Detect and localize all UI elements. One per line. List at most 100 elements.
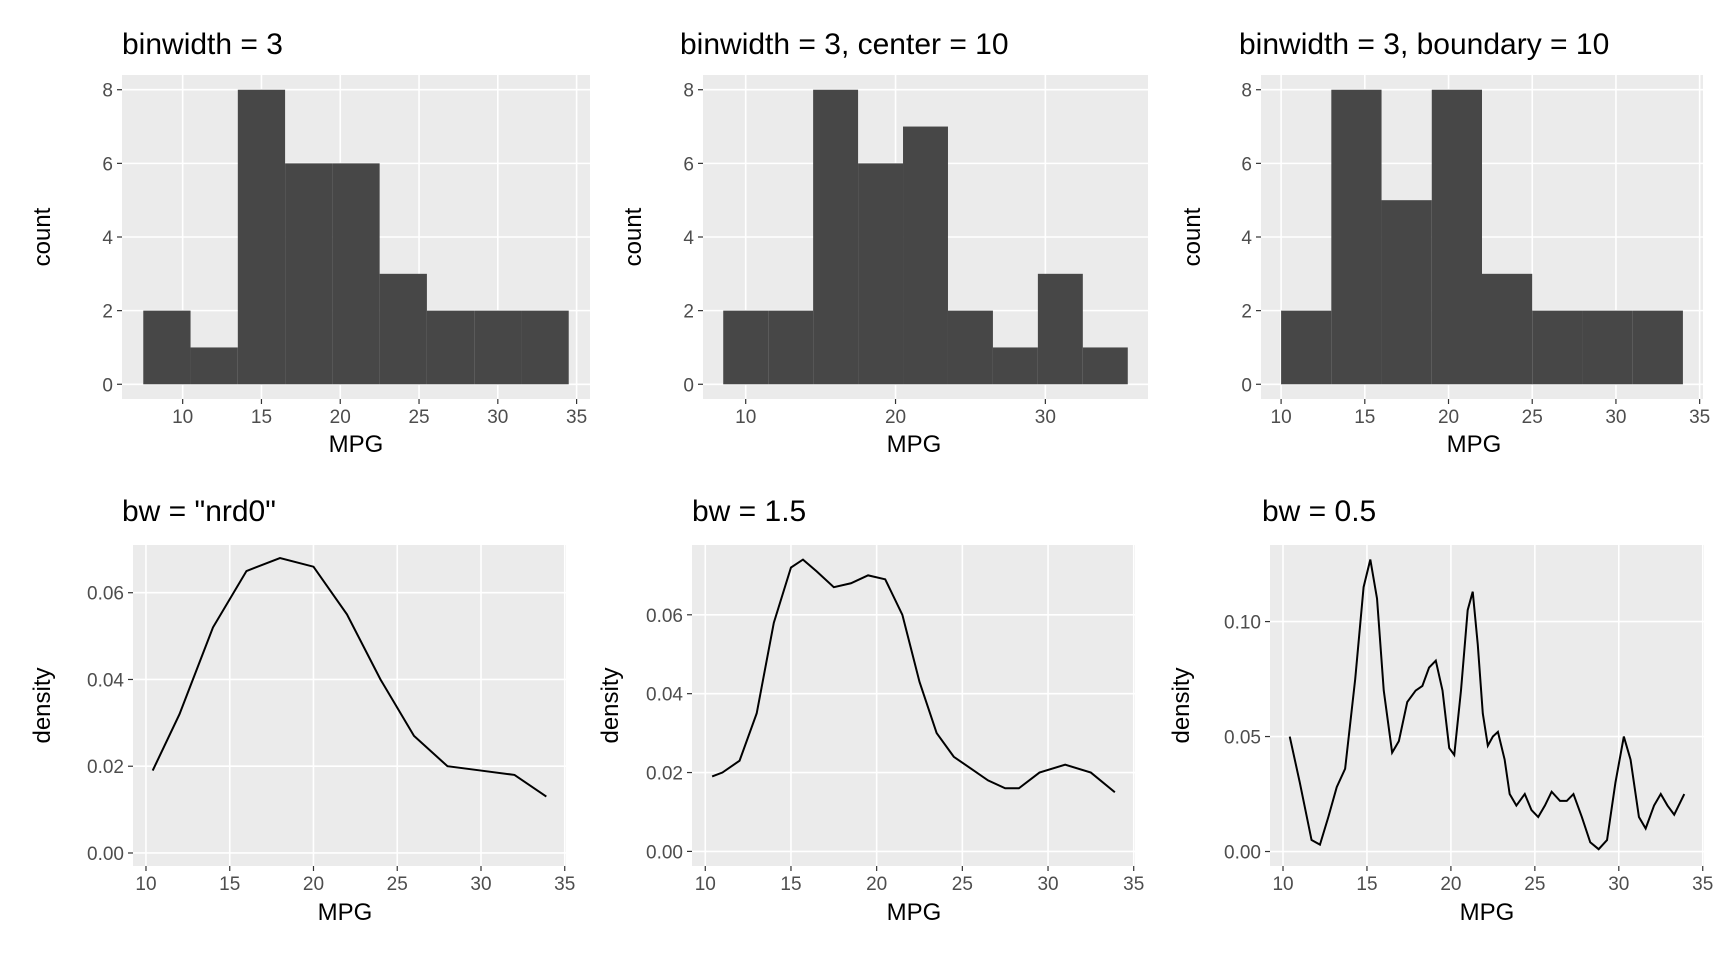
bar [947, 310, 993, 385]
x-tick-label: 10 [135, 874, 156, 895]
y-tick-label: 0 [102, 375, 113, 396]
x-tick-label: 20 [303, 874, 324, 895]
panel: 10 15 20 25 30 35 0 2 4 6 8 binwidth = 3, boundary … [1179, 28, 1710, 458]
bar [285, 163, 333, 385]
x-tick-label: 30 [1037, 874, 1058, 895]
x-axis-title: MPG [318, 899, 373, 926]
plot-background [1270, 545, 1704, 866]
x-tick-label: 25 [1522, 407, 1543, 428]
bar [1532, 310, 1583, 385]
bar [813, 89, 859, 385]
x-tick-label: 35 [1692, 874, 1713, 895]
panel-title: binwidth = 3 [122, 28, 283, 61]
y-tick-label: 0.00 [1224, 843, 1261, 864]
x-tick-label: 20 [1438, 407, 1459, 428]
y-tick-label: 0.02 [646, 764, 683, 785]
panel: 10 15 20 25 30 35 0 2 4 6 8 binwidth = 3 MPG count [29, 28, 590, 458]
x-tick-label: 15 [251, 407, 272, 428]
bar [1632, 310, 1683, 385]
x-tick-label: 15 [1356, 874, 1377, 895]
bar [1331, 89, 1382, 385]
y-tick-label: 0 [683, 375, 694, 396]
bar [1037, 273, 1083, 385]
x-axis-title: MPG [1460, 899, 1515, 926]
bar [1482, 273, 1533, 385]
y-tick-label: 0.05 [1224, 728, 1261, 749]
bar [332, 163, 380, 385]
y-tick-label: 0.00 [646, 842, 683, 863]
panel-title: binwidth = 3, boundary = 10 [1239, 28, 1609, 61]
y-tick-label: 4 [1241, 228, 1252, 249]
x-tick-label: 10 [735, 407, 756, 428]
y-tick-label: 2 [683, 302, 694, 323]
bar [1431, 89, 1482, 385]
y-tick-label: 8 [102, 81, 113, 102]
bar [190, 347, 238, 385]
y-axis-title: count [29, 207, 56, 266]
panel-title: binwidth = 3, center = 10 [680, 28, 1009, 61]
bar [1381, 200, 1432, 385]
bar [723, 310, 769, 385]
y-tick-label: 6 [1241, 154, 1252, 175]
density-line [711, 558, 1116, 794]
panel-title: bw = 0.5 [1262, 495, 1376, 528]
x-tick-label: 15 [780, 874, 801, 895]
bar [521, 310, 569, 385]
panel: 10 15 20 25 30 35 0.00 0.05 0.10 bw = 0.5 MPG densi… [1168, 495, 1713, 926]
density-line [1288, 559, 1686, 851]
panel: 10 15 20 25 30 35 0.00 0.02 0.04 0.06 bw = "nrd0" M… [29, 495, 575, 926]
bar [903, 126, 948, 385]
y-tick-label: 2 [102, 302, 113, 323]
x-tick-label: 20 [330, 407, 351, 428]
bar [143, 310, 191, 385]
x-tick-label: 30 [470, 874, 491, 895]
x-axis-title: MPG [887, 431, 942, 458]
plot-background [133, 545, 566, 866]
x-tick-label: 25 [952, 874, 973, 895]
bar [858, 163, 904, 385]
x-tick-label: 35 [554, 874, 575, 895]
panel: 10 15 20 25 30 35 0.00 0.02 0.04 0.06 bw = 1.5 MPG d… [597, 495, 1144, 926]
y-tick-label: 0.00 [87, 844, 124, 865]
x-tick-label: 10 [1272, 874, 1293, 895]
y-tick-label: 0.02 [87, 757, 124, 778]
x-tick-label: 30 [1608, 874, 1629, 895]
panel: 10 20 30 0 2 4 6 8 binwidth = 3, center = 10 MPG c… [620, 28, 1148, 458]
y-tick-label: 0.10 [1224, 613, 1261, 634]
density-line [151, 556, 547, 798]
x-axis-title: MPG [1447, 431, 1502, 458]
y-tick-label: 6 [102, 154, 113, 175]
panel-title: bw = 1.5 [692, 495, 806, 528]
x-tick-label: 35 [566, 407, 587, 428]
x-tick-label: 20 [866, 874, 887, 895]
y-tick-label: 8 [1241, 81, 1252, 102]
y-tick-label: 0.06 [87, 584, 124, 605]
y-tick-label: 0.04 [87, 670, 124, 691]
x-tick-label: 35 [1689, 407, 1710, 428]
bar [379, 273, 427, 385]
x-tick-label: 20 [1440, 874, 1461, 895]
x-tick-label: 20 [885, 407, 906, 428]
x-tick-label: 15 [1354, 407, 1375, 428]
plot-background [692, 545, 1135, 866]
bar [768, 310, 814, 385]
panel-title: bw = "nrd0" [122, 495, 276, 528]
x-tick-label: 30 [487, 407, 508, 428]
x-tick-label: 10 [695, 874, 716, 895]
y-tick-label: 4 [683, 228, 694, 249]
bar [992, 347, 1038, 385]
bar [474, 310, 522, 385]
x-tick-label: 35 [1123, 874, 1144, 895]
x-axis-title: MPG [329, 431, 384, 458]
y-tick-label: 0.04 [646, 685, 683, 706]
y-axis-title: density [29, 667, 56, 743]
y-tick-label: 2 [1241, 302, 1252, 323]
x-tick-label: 30 [1605, 407, 1626, 428]
x-tick-label: 25 [387, 874, 408, 895]
y-axis-title: density [1168, 667, 1195, 743]
y-tick-label: 8 [683, 81, 694, 102]
x-tick-label: 25 [1524, 874, 1545, 895]
x-tick-label: 30 [1035, 407, 1056, 428]
